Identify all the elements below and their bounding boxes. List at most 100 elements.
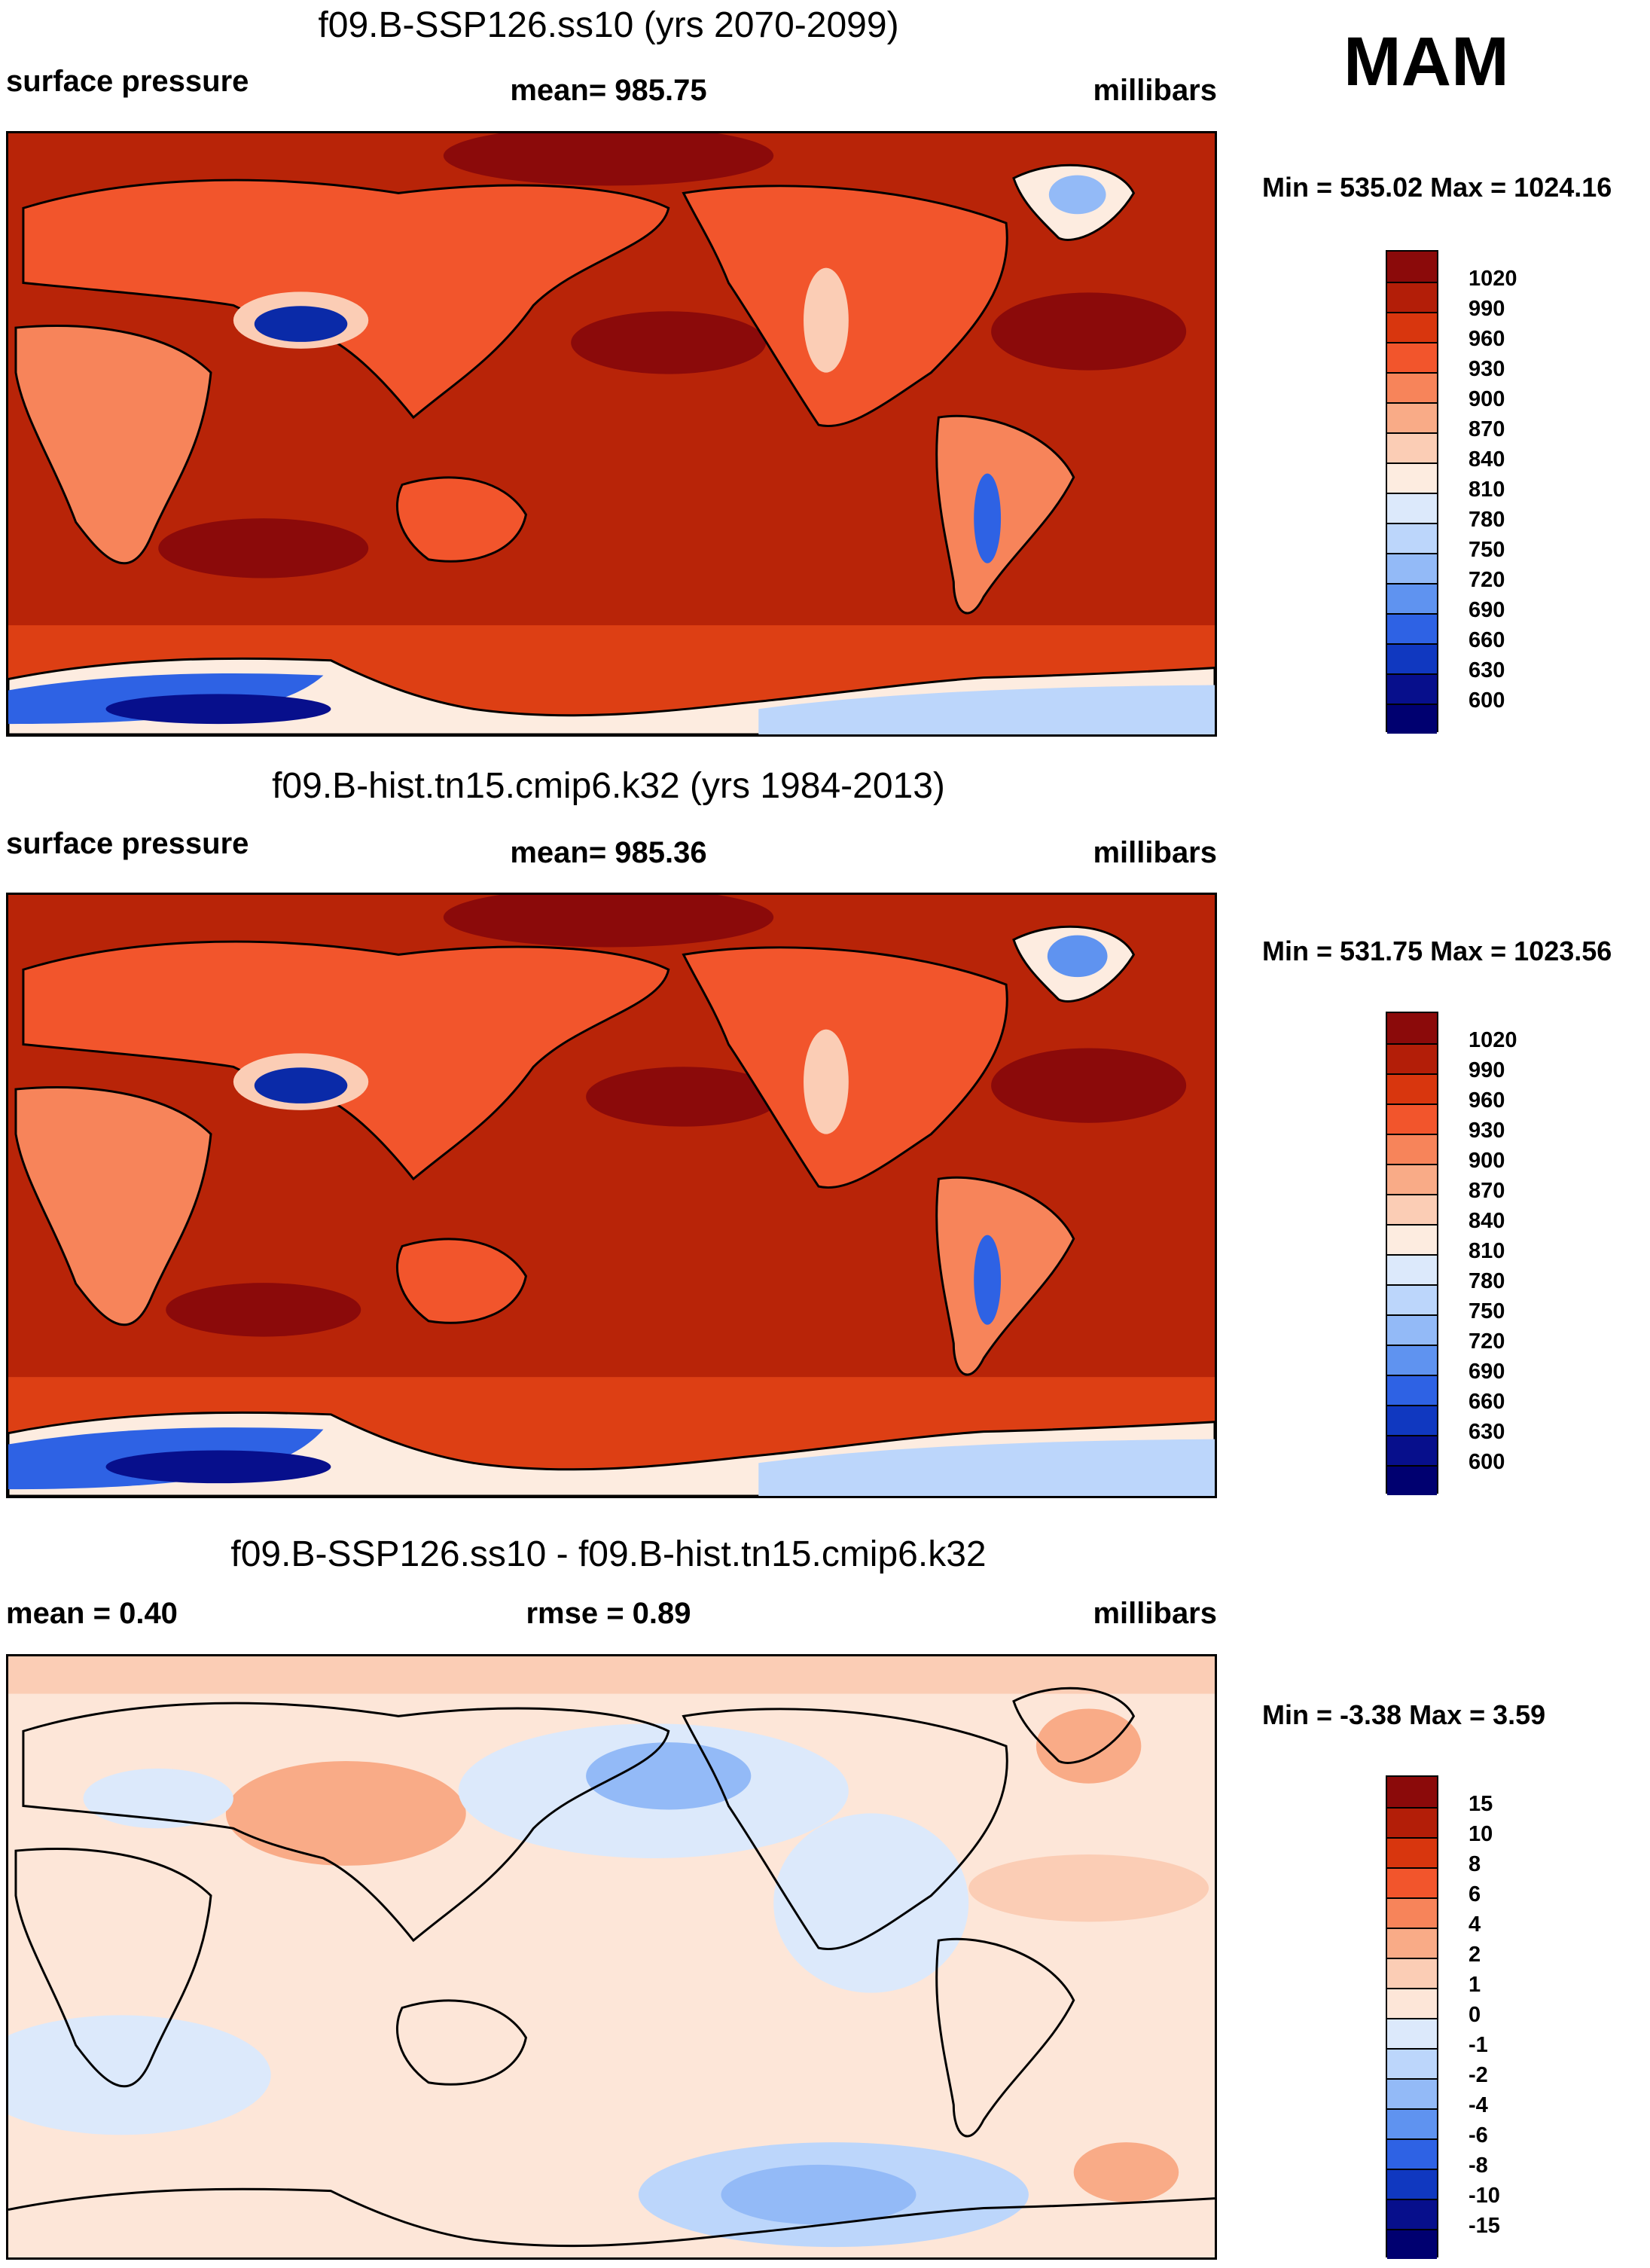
panel2-units-label: millibars	[1093, 836, 1217, 869]
panel2-colorbar-tick-label: 630	[1469, 1420, 1505, 1444]
australia-outline	[396, 1999, 528, 2086]
panel1-colorbar-tick-label: 960	[1469, 327, 1505, 351]
north-pacific-high	[571, 311, 767, 374]
panel2-colorbar-cell	[1387, 1013, 1437, 1043]
panel3-colorbar-cell	[1387, 1897, 1437, 1928]
panel2-colorbar-cell	[1387, 1073, 1437, 1103]
panel3-rmse-label: rmse = 0.89	[526, 1597, 691, 1630]
panel3-colorbar-tick-label: -4	[1469, 2093, 1488, 2117]
panel2-colorbar-tick-label: 660	[1469, 1390, 1505, 1414]
panel3-colorbar-tick-label: -10	[1469, 2184, 1500, 2208]
panel1-colorbar-cell	[1387, 493, 1437, 523]
panel1-colorbar-tick-label: 810	[1469, 478, 1505, 502]
panel1-map	[6, 131, 1217, 737]
panel3-colorbar-cell	[1387, 2108, 1437, 2138]
south-pacific-core	[721, 2164, 916, 2225]
panel1-colorbar-cell	[1387, 342, 1437, 372]
antarctica-peak	[105, 1450, 331, 1484]
panel3-colorbar-tick-label: -15	[1469, 2214, 1500, 2238]
panel1-colorbar-cell	[1387, 523, 1437, 553]
south-atlantic-negative	[8, 2015, 271, 2135]
panel1-colorbar-tick-label: 840	[1469, 447, 1505, 472]
panel1-colorbar-tick-label: 690	[1469, 598, 1505, 622]
panel1-colorbar-tick-label: 600	[1469, 688, 1505, 713]
panel1-colorbar-tick-label: 660	[1469, 628, 1505, 652]
panel2-colorbar-tick-label: 960	[1469, 1088, 1505, 1113]
asia-positive	[225, 1760, 466, 1866]
panel3-colorbar-tick-label: 10	[1469, 1822, 1493, 1846]
panel2-colorbar-cell	[1387, 1134, 1437, 1164]
panel3-colorbar-cell	[1387, 2169, 1437, 2199]
panel2-colorbar-tick-label: 870	[1469, 1179, 1505, 1203]
europe-negative	[83, 1768, 233, 1829]
north-america-negative	[773, 1813, 969, 1993]
panel2-colorbar-tick-label: 930	[1469, 1119, 1505, 1143]
panel2-variable-label: surface pressure	[6, 827, 249, 860]
eurasia	[22, 179, 670, 420]
australia	[396, 1238, 528, 1324]
antarctica-peak	[105, 694, 331, 725]
panel2-colorbar-tick-label: 720	[1469, 1329, 1505, 1354]
south-indian-high	[166, 1283, 361, 1337]
panel3-map	[6, 1654, 1217, 2260]
greenland-outline	[1012, 1687, 1136, 1764]
panel3-colorbar-tick-label: -1	[1469, 2033, 1488, 2057]
panel3-colorbar-cell	[1387, 1867, 1437, 1897]
panel1-colorbar-tick-label: 900	[1469, 387, 1505, 411]
panel3-mean-label: mean = 0.40	[6, 1597, 178, 1630]
panel1-colorbar-cell	[1387, 252, 1437, 282]
atlantic-positive	[968, 1854, 1209, 1922]
panel3-colorbar-tick-label: 0	[1469, 2003, 1481, 2027]
south-america	[935, 1176, 1075, 1376]
panel3-colorbar-tick-label: 4	[1469, 1912, 1481, 1937]
panel3-colorbar	[1386, 1775, 1438, 2259]
panel2-colorbar-cell	[1387, 1224, 1437, 1254]
panel3-colorbar-tick-label: 1	[1469, 1973, 1481, 1997]
panel2-colorbar-cell	[1387, 1405, 1437, 1435]
panel2-colorbar-cell	[1387, 1164, 1437, 1194]
south-america	[935, 414, 1075, 615]
panel3-colorbar-cell	[1387, 1958, 1437, 1988]
panel1-colorbar-cell	[1387, 553, 1437, 583]
panel2-colorbar-tick-label: 810	[1469, 1239, 1505, 1263]
west-antarctica	[758, 1439, 1215, 1496]
panel1-colorbar-cell	[1387, 432, 1437, 462]
panel2-colorbar	[1386, 1012, 1438, 1495]
panel3-colorbar-cell	[1387, 1837, 1437, 1867]
panel3-colorbar-cell	[1387, 1777, 1437, 1807]
south-indian-high	[158, 518, 369, 578]
panel3-colorbar-tick-label: -8	[1469, 2154, 1488, 2178]
arctic-high	[443, 895, 774, 948]
panel1-colorbar-tick-label: 750	[1469, 538, 1505, 562]
panel1-colorbar	[1386, 250, 1438, 734]
panel1-colorbar-cell	[1387, 402, 1437, 432]
panel3-minmax: Min = -3.38 Max = 3.59	[1262, 1699, 1546, 1730]
eurasia-outline	[22, 1702, 670, 1943]
north-atlantic-high	[991, 1048, 1187, 1123]
panel3-colorbar-cell	[1387, 2048, 1437, 2078]
north-pacific-core	[586, 1742, 752, 1810]
panel2-colorbar-tick-label: 840	[1469, 1209, 1505, 1233]
season-label: MAM	[1343, 23, 1509, 100]
panel1-colorbar-cell	[1387, 673, 1437, 704]
panel1-units-label: millibars	[1093, 74, 1217, 107]
panel1-colorbar-tick-label: 870	[1469, 417, 1505, 441]
eurasia	[22, 940, 670, 1181]
panel3-colorbar-cell	[1387, 1928, 1437, 1958]
west-antarctica	[758, 685, 1215, 734]
panel1-variable-label: surface pressure	[6, 65, 249, 98]
arctic-high	[443, 133, 774, 186]
panel2-colorbar-cell	[1387, 1465, 1437, 1495]
south-america-outline	[935, 1937, 1075, 2138]
panel2-mean-label: mean= 985.36	[510, 836, 707, 869]
panel3-colorbar-tick-label: 2	[1469, 1943, 1481, 1967]
andes	[974, 473, 1002, 563]
panel2-colorbar-cell	[1387, 1435, 1437, 1465]
panel2-colorbar-cell	[1387, 1043, 1437, 1073]
panel3-colorbar-tick-label: -6	[1469, 2123, 1488, 2147]
panel3-colorbar-cell	[1387, 2018, 1437, 2048]
africa	[14, 325, 212, 565]
panel1-colorbar-tick-label: 630	[1469, 658, 1505, 682]
north-america-outline	[682, 1708, 1008, 1950]
panel3-colorbar-tick-label: 15	[1469, 1792, 1493, 1816]
